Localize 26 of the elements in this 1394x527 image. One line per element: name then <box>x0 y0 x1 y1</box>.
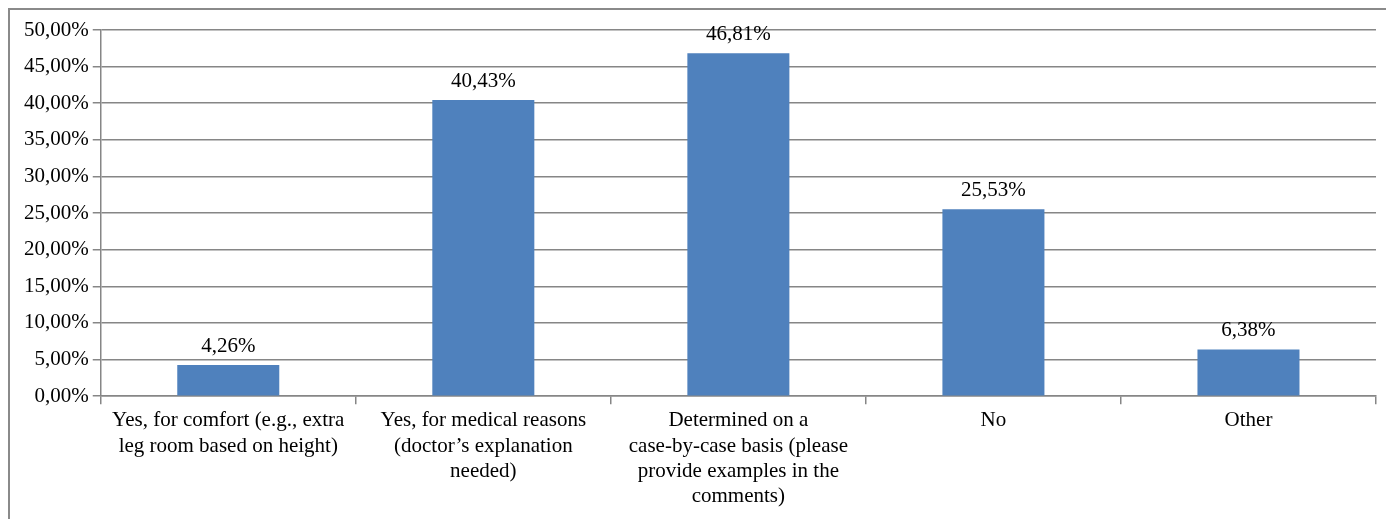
x-tick-label: Determined on a case-by-case basis (please provide examples in the comments) <box>628 407 848 507</box>
bar <box>687 53 790 396</box>
x-tick-label: Yes, for comfort (e.g., extra leg room based on height) <box>112 407 346 457</box>
data-label: 25,53% <box>961 177 1026 202</box>
y-tick-label: 40,00% <box>23 89 89 114</box>
data-label: 6,38% <box>1221 317 1276 342</box>
bar <box>432 100 535 396</box>
y-tick-label: 15,00% <box>23 272 89 297</box>
x-tick-label: Other <box>1224 407 1273 432</box>
data-label: 4,26% <box>201 333 256 358</box>
x-tick-label: Yes, for medical reasons (doctor’s explanation needed) <box>380 407 587 482</box>
bar <box>942 209 1045 396</box>
y-tick-label: 50,00% <box>23 16 89 41</box>
y-tick-label: 5,00% <box>34 346 89 371</box>
y-tick-label: 35,00% <box>23 126 89 151</box>
data-label: 40,43% <box>450 68 516 93</box>
y-tick-label: 20,00% <box>23 236 89 261</box>
bar <box>1197 349 1300 396</box>
x-tick-label: No <box>980 407 1007 432</box>
y-tick-label: 0,00% <box>34 382 89 407</box>
data-label: 46,81% <box>706 21 771 46</box>
y-tick-label: 45,00% <box>23 53 89 78</box>
y-tick-label: 30,00% <box>23 163 89 187</box>
bar <box>177 365 280 396</box>
y-tick-label: 25,00% <box>23 199 89 224</box>
y-tick-label: 10,00% <box>23 309 89 334</box>
